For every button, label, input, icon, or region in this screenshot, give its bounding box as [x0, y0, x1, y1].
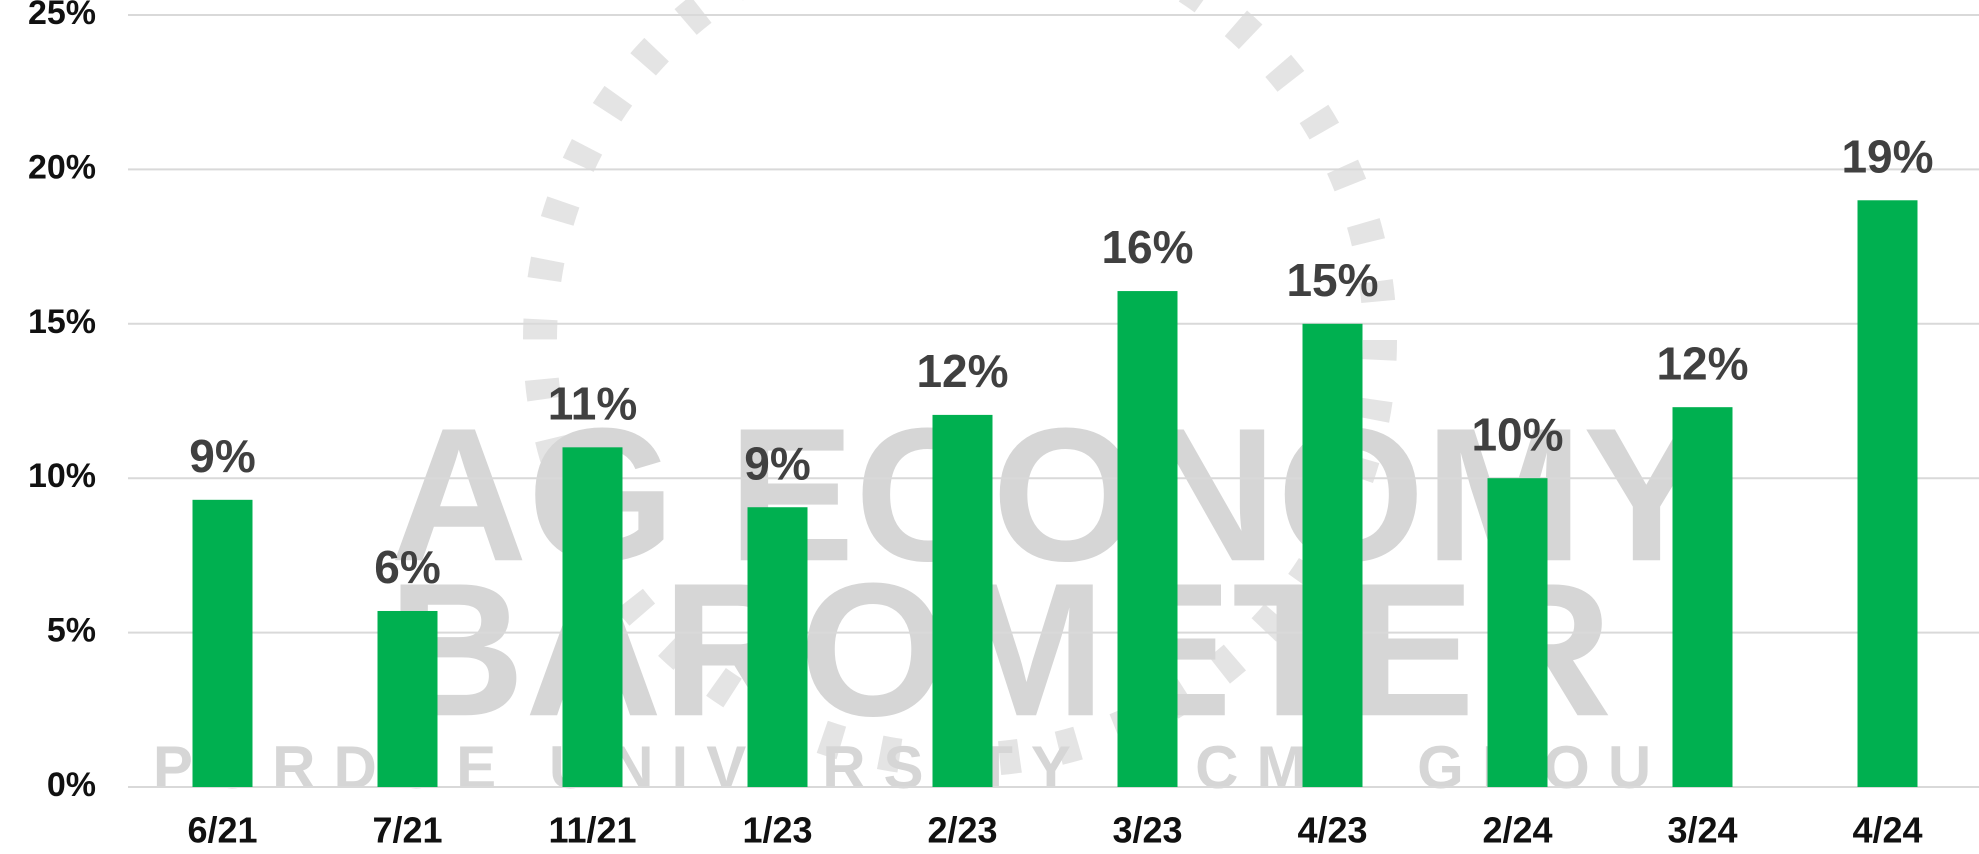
x-tick-label: 6/21: [187, 810, 257, 851]
value-label: 10%: [1471, 408, 1563, 460]
x-tick-label: 3/23: [1112, 810, 1182, 851]
value-label: 16%: [1101, 221, 1193, 273]
bar: [1857, 200, 1918, 787]
value-label: 12%: [1656, 337, 1748, 389]
y-tick-label: 15%: [28, 303, 96, 341]
bar: [1302, 323, 1363, 787]
y-tick-label: 5%: [47, 612, 96, 650]
x-tick-label: 2/24: [1482, 810, 1552, 851]
x-tick-label: 7/21: [372, 810, 442, 851]
bar: [192, 499, 253, 787]
value-label: 9%: [189, 430, 255, 482]
value-label: 19%: [1841, 130, 1933, 182]
y-tick-label: 20%: [28, 148, 96, 186]
x-tick-label: 4/23: [1297, 810, 1367, 851]
bar: [1487, 478, 1548, 787]
watermark-gauge: [523, 0, 1397, 777]
x-tick-label: 1/23: [742, 810, 812, 851]
bar: [562, 447, 623, 787]
bar: [377, 610, 438, 787]
bar: [747, 507, 808, 787]
y-tick-label: 0%: [47, 766, 96, 804]
value-label: 15%: [1286, 254, 1378, 306]
value-label: 6%: [374, 541, 440, 593]
y-tick-label: 10%: [28, 457, 96, 495]
x-tick-label: 4/24: [1852, 810, 1922, 851]
x-tick-label: 11/21: [548, 810, 636, 851]
bar: [932, 414, 993, 787]
value-label: 9%: [744, 437, 810, 489]
y-tick-label: 25%: [28, 0, 96, 32]
value-label: 11%: [548, 377, 638, 429]
x-tick-label: 3/24: [1667, 810, 1737, 851]
bar: [1117, 291, 1178, 787]
value-label: 12%: [916, 345, 1008, 397]
bar: [1672, 407, 1733, 787]
x-tick-label: 2/23: [927, 810, 997, 851]
